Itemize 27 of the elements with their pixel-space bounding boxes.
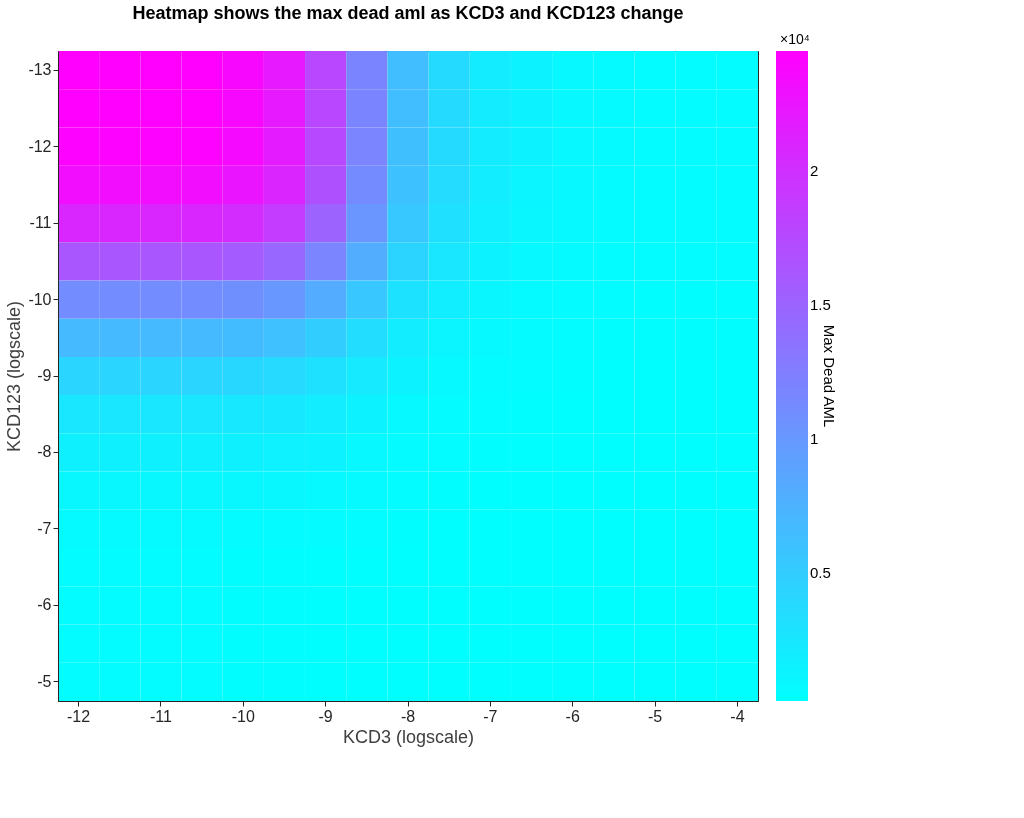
y-tick-label: -10 — [28, 290, 52, 308]
y-tick-label: -8 — [37, 443, 52, 461]
y-axis-title: KCD123 (logscale) — [4, 300, 25, 453]
x-tick-label: -8 — [400, 707, 416, 725]
y-tick-label: -5 — [37, 672, 52, 690]
y-tick-label: -11 — [29, 214, 52, 232]
x-tick-label: -4 — [730, 707, 745, 725]
x-tick-label: -10 — [231, 707, 255, 725]
text: ×10⁴ — [780, 31, 810, 47]
x-tick-label: -5 — [647, 707, 663, 725]
x-tick-label: -7 — [483, 707, 498, 725]
color-bar-label: 2 — [810, 162, 819, 180]
color-bar-label: 1 — [810, 429, 819, 447]
x-tick-label: -11 — [149, 707, 173, 725]
y-tick-label: -7 — [37, 519, 52, 537]
x-tick-label: -9 — [318, 707, 333, 725]
x-tick-label: -12 — [67, 707, 91, 725]
y-tick-label: -12 — [28, 137, 52, 155]
color-bar-label: 0.5 — [810, 563, 831, 581]
x-tick-label: -6 — [565, 707, 580, 725]
y-tick-label: -6 — [37, 596, 52, 614]
y-tick-label: -13 — [28, 61, 52, 79]
y-tick-label: -9 — [37, 367, 52, 384]
color-bar-title: Max Dead AML — [821, 324, 838, 428]
chart-title: Heatmap shows the max dead aml as KCD3 and KCD123 change — [132, 3, 684, 23]
x-axis-title: KCD3 (logscale) — [342, 726, 475, 747]
color-bar-label: 1.5 — [810, 296, 831, 314]
